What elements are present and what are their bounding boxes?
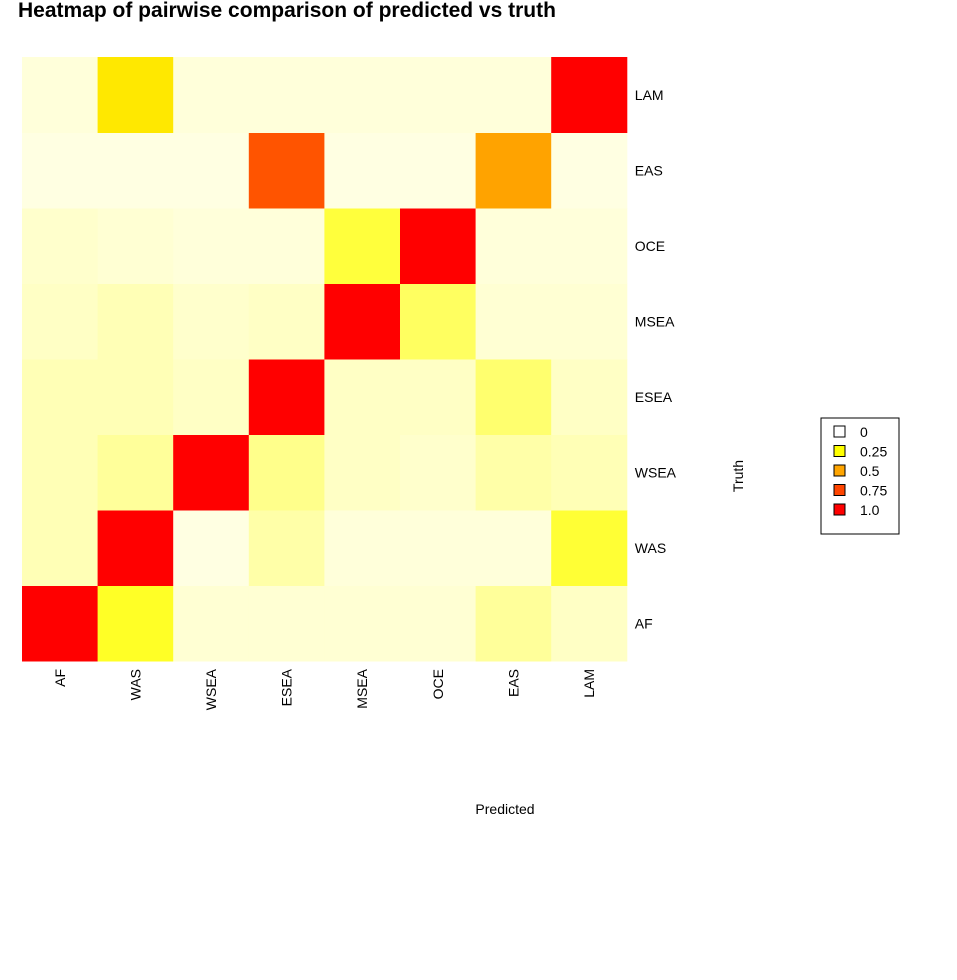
- heatmap-cell-msea-wsea: [173, 283, 250, 360]
- x-tick-label: OCE: [430, 669, 446, 699]
- chart-title: Heatmap of pairwise comparison of predic…: [18, 0, 556, 22]
- heatmap-cell-lam-wsea: [173, 57, 250, 133]
- heatmap-cell-msea-af: [22, 283, 99, 360]
- heatmap-cell-msea-msea: [324, 283, 401, 360]
- x-tick-label: LAM: [581, 669, 597, 698]
- heatmap-cell-was-esea: [248, 510, 325, 586]
- heatmap-cell-was-af: [22, 510, 99, 586]
- legend-label: 0.25: [860, 444, 887, 460]
- x-tick-labels: AF WAS WSEA ESEA MSEA OCE EAS LAM: [52, 668, 597, 710]
- heatmap-cell-wsea-oce: [400, 434, 477, 511]
- heatmap-cell-af-msea: [324, 585, 401, 662]
- heatmap-cell-wsea-was: [97, 434, 174, 511]
- x-tick-label: ESEA: [279, 668, 295, 706]
- legend-swatch: [833, 425, 846, 438]
- heatmap-cell-lam-oce: [400, 57, 477, 133]
- heatmap-cell-eas-eas: [475, 132, 552, 209]
- heatmap-cell-esea-eas: [475, 359, 552, 435]
- heatmap-cell-oce-eas: [475, 208, 552, 284]
- heatmap-cell-eas-wsea: [173, 132, 250, 209]
- heatmap-cell-was-lam: [551, 510, 628, 586]
- legend-swatch: [833, 484, 846, 496]
- heatmap-cell-eas-was: [97, 132, 174, 209]
- heatmap-cell-oce-was: [97, 208, 174, 284]
- heatmap-cell-eas-esea: [248, 132, 325, 209]
- legend-label: 0.75: [860, 483, 887, 499]
- y-tick-label: WAS: [635, 540, 666, 556]
- heatmap-cell-wsea-wsea: [173, 434, 250, 511]
- heatmap-cell-msea-esea: [248, 283, 325, 360]
- y-tick-label: WSEA: [635, 464, 677, 480]
- heatmap-cell-oce-lam: [551, 208, 628, 284]
- legend-swatch: [833, 503, 846, 516]
- x-tick-label: WAS: [127, 669, 143, 700]
- legend-swatch: [833, 464, 846, 477]
- heatmap-cell-was-wsea: [173, 510, 250, 586]
- heatmap-cell-af-esea: [248, 585, 325, 662]
- heatmap-cell-lam-eas: [475, 57, 552, 133]
- heatmap-cell-af-oce: [400, 585, 477, 662]
- heatmap-cell-af-wsea: [173, 585, 250, 662]
- heatmap-cell-msea-eas: [475, 283, 552, 360]
- y-tick-label: MSEA: [635, 313, 675, 329]
- heatmap-cell-eas-af: [22, 132, 99, 209]
- heatmap-cell-lam-af: [22, 57, 99, 133]
- heatmap-cell-was-was: [97, 510, 174, 586]
- heatmap-cell-lam-was: [97, 57, 174, 133]
- heatmap-cell-oce-af: [22, 208, 99, 284]
- heatmap-cell-esea-esea: [248, 359, 325, 435]
- heatmap-cell-msea-oce: [400, 283, 477, 360]
- heatmap-cell-af-lam: [551, 585, 628, 662]
- heatmap-cell-oce-msea: [324, 208, 401, 284]
- legend-label: 1.0: [860, 502, 880, 518]
- heatmap-cell-esea-was: [97, 359, 174, 435]
- x-tick-label: AF: [52, 669, 68, 687]
- heatmap-cell-was-oce: [400, 510, 477, 586]
- heatmap-cell-oce-esea: [248, 208, 325, 284]
- y-tick-label: EAS: [635, 162, 663, 178]
- heatmap-cell-wsea-esea: [248, 434, 325, 511]
- y-tick-label: ESEA: [635, 389, 673, 405]
- heatmap-cell-oce-wsea: [173, 208, 250, 284]
- heatmap-cell-lam-esea: [248, 57, 325, 133]
- legend: 0 0.25 0.5 0.75 1.0: [820, 417, 900, 535]
- y-tick-label: OCE: [635, 238, 665, 254]
- heatmap-cell-msea-was: [97, 283, 174, 360]
- heatmap-cell-esea-af: [22, 359, 99, 435]
- heatmap-cell-af-was: [97, 585, 174, 662]
- heatmap-cell-esea-msea: [324, 359, 401, 435]
- legend-label: 0: [860, 424, 868, 440]
- heatmap-cell-msea-lam: [551, 283, 628, 360]
- heatmap-cell-wsea-lam: [551, 434, 628, 511]
- heatmap-cell-lam-msea: [324, 57, 401, 133]
- heatmap-cells: [22, 57, 628, 662]
- heatmap-cell-eas-lam: [551, 132, 628, 209]
- heatmap-cell-wsea-msea: [324, 434, 401, 511]
- heatmap-cell-af-af: [22, 585, 99, 662]
- x-tick-label: WSEA: [203, 668, 219, 710]
- y-tick-label: LAM: [635, 87, 664, 103]
- heatmap-cell-wsea-eas: [475, 434, 552, 511]
- legend-label: 0.5: [860, 463, 880, 479]
- heatmap-cell-oce-oce: [400, 208, 477, 284]
- heatmap-cell-eas-msea: [324, 132, 401, 209]
- x-axis-label: Predicted: [475, 801, 534, 817]
- x-tick-label: EAS: [505, 669, 521, 697]
- heatmap-cell-esea-oce: [400, 359, 477, 435]
- heatmap-cell-was-eas: [475, 510, 552, 586]
- y-tick-labels: AF WAS WSEA ESEA MSEA OCE EAS LAM: [635, 87, 677, 632]
- heatmap-cell-wsea-af: [22, 434, 99, 511]
- y-axis-label: Truth: [730, 460, 746, 492]
- heatmap-cell-lam-lam: [551, 57, 628, 133]
- heatmap-cell-esea-lam: [551, 359, 628, 435]
- heatmap-cell-was-msea: [324, 510, 401, 586]
- heatmap-cell-af-eas: [475, 585, 552, 662]
- heatmap-cell-esea-wsea: [173, 359, 250, 435]
- y-tick-label: AF: [635, 615, 653, 631]
- heatmap-cell-eas-oce: [400, 132, 477, 209]
- x-tick-label: MSEA: [354, 668, 370, 708]
- legend-swatch: [833, 445, 846, 457]
